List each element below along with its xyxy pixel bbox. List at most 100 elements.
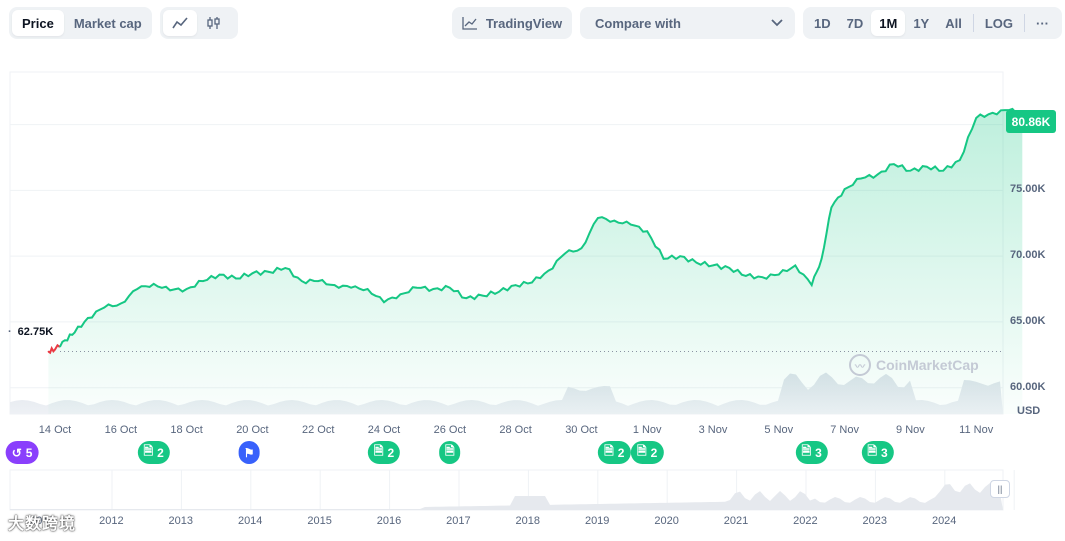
price-point	[613, 219, 616, 222]
document-icon: 🗎	[444, 444, 455, 458]
x-tick-label: 1 Nov	[632, 424, 662, 436]
navigator-area[interactable]	[10, 483, 1003, 510]
navigator-year-label: 2016	[376, 515, 402, 527]
y-tick-label: 60.00K	[1010, 380, 1046, 393]
x-tick-label: 20 Oct	[236, 424, 269, 436]
compare-with-select[interactable]: Compare with	[580, 7, 795, 39]
compare-with-label: Compare with	[595, 15, 681, 31]
navigator-year-label: 2022	[793, 515, 818, 527]
candlestick-button[interactable]	[197, 10, 231, 36]
price-point	[251, 272, 254, 275]
y-tick-label: 70.00K	[1010, 249, 1046, 262]
price-point	[531, 281, 533, 284]
price-point	[547, 269, 550, 272]
document-icon: 🗎	[373, 444, 384, 458]
navigator-year-label: 2021	[723, 515, 749, 527]
watermark: 〰 CoinMarketCap	[849, 354, 979, 376]
navigator-year-label: 2014	[237, 515, 263, 527]
x-tick-label: 18 Oct	[170, 424, 203, 436]
price-point	[449, 286, 451, 289]
price-point	[958, 159, 961, 161]
price-point	[432, 288, 435, 290]
range-1y-button[interactable]: 1Y	[913, 15, 930, 31]
price-line	[58, 107, 1023, 348]
price-point	[679, 255, 681, 257]
navigator-year-label: 2011	[30, 515, 54, 527]
news-event-badge[interactable]: 🗎	[438, 441, 461, 464]
tradingview-icon	[462, 17, 477, 30]
news-event-badge[interactable]: 🗎 3	[861, 441, 894, 464]
navigator-year-label: 2012	[99, 515, 124, 527]
start-price-marker-icon: ·	[8, 326, 12, 338]
navigator-handle[interactable]: ||	[990, 480, 1010, 498]
price-point	[830, 206, 833, 209]
price-point	[64, 339, 66, 342]
tradingview-label: TradingView	[485, 15, 563, 31]
start-price-label: · 62.75K	[8, 326, 53, 338]
price-point	[810, 284, 813, 286]
price-point	[481, 294, 484, 297]
coinmarketcap-logo-icon: 〰	[849, 354, 871, 376]
x-tick-label: 7 Nov	[830, 424, 859, 436]
more-options-button[interactable]: ···	[1036, 15, 1050, 31]
navigator-year-label: 2013	[168, 515, 194, 527]
navigator-year-label: 2018	[515, 515, 541, 527]
news-event-badge[interactable]: 🗎 2	[598, 441, 631, 464]
price-point	[514, 284, 517, 286]
market-cap-tab[interactable]: Market cap	[73, 15, 142, 31]
price-point	[317, 280, 320, 282]
line-chart-button[interactable]	[163, 10, 197, 36]
price-point	[629, 223, 632, 226]
price-point	[416, 286, 418, 289]
range-7d-button[interactable]: 7D	[846, 15, 864, 31]
history-event-badge[interactable]: ↺ 5	[5, 441, 39, 464]
price-point	[820, 257, 823, 260]
range-all-button[interactable]: All	[945, 15, 962, 31]
event-count: 2	[157, 445, 164, 460]
chart-toolbar: Price Market cap TradingView Compare wit…	[0, 7, 1065, 41]
news-event-badge[interactable]: 🗎 2	[137, 441, 170, 464]
price-point	[73, 331, 76, 334]
price-point	[120, 302, 122, 305]
news-event-badge[interactable]: 🗎 3	[795, 441, 828, 464]
flag-event-badge[interactable]: ⚑	[238, 441, 260, 464]
line-chart-icon	[172, 17, 188, 29]
price-point	[893, 163, 895, 165]
x-tick-label: 14 Oct	[38, 424, 72, 436]
document-icon: 🗎	[604, 444, 614, 458]
price-point	[136, 288, 139, 290]
price-point	[695, 261, 698, 264]
price-point	[350, 286, 352, 289]
log-scale-button[interactable]: LOG	[984, 15, 1014, 31]
tradingview-button[interactable]: TradingView	[452, 7, 572, 39]
range-1m-button[interactable]: 1M	[871, 10, 906, 36]
price-point	[103, 306, 106, 309]
price-point	[794, 264, 797, 267]
price-point	[564, 252, 566, 255]
history-icon: ↺	[11, 445, 22, 460]
price-point	[333, 284, 336, 286]
price-tab[interactable]: Price	[12, 10, 64, 36]
document-icon: 🗎	[143, 444, 154, 458]
price-point	[942, 169, 945, 172]
chart-type-toggle	[160, 7, 238, 39]
x-tick-label: 3 Nov	[698, 424, 728, 436]
navigator-year-label: 2023	[862, 515, 888, 527]
news-event-badge[interactable]: 🗎 2	[631, 441, 664, 464]
price-point	[169, 289, 171, 292]
price-point	[712, 264, 714, 267]
price-point	[991, 111, 994, 114]
navigator-year-label: 2020	[654, 515, 679, 527]
price-point	[843, 188, 846, 190]
price-point	[366, 288, 369, 290]
range-1d-button[interactable]: 1D	[814, 15, 831, 31]
price-point	[399, 293, 402, 296]
event-count: 3	[880, 445, 888, 460]
news-event-badge[interactable]: 🗎 2	[367, 441, 401, 464]
event-count: 2	[617, 445, 625, 460]
current-price-tag: 80.86K	[1006, 110, 1056, 133]
price-point	[860, 177, 862, 180]
price-point	[202, 280, 204, 282]
document-icon: 🗎	[867, 444, 877, 458]
